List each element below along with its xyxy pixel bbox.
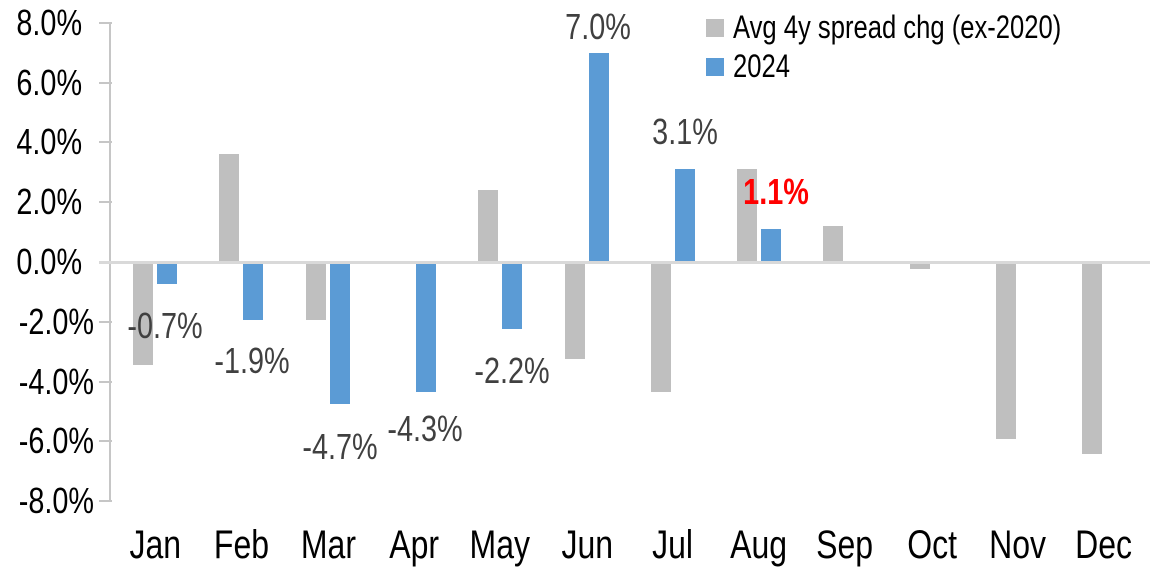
x-axis-label-nov: Nov — [963, 524, 1073, 566]
x-axis-label-feb: Feb — [186, 524, 296, 566]
x-axis-label-text: Aug — [730, 523, 788, 567]
y-axis-tick-text: -2.0% — [18, 301, 95, 342]
bar-dec-avg — [1082, 263, 1102, 454]
legend-swatch-2024-icon — [706, 57, 724, 76]
data-label-may: -2.2% — [474, 350, 550, 391]
y-axis-tick-text: 0.0% — [16, 241, 83, 282]
data-label-jun: 7.0% — [565, 6, 631, 47]
x-axis-label-text: Apr — [389, 523, 439, 567]
x-axis-label-text: Oct — [907, 523, 957, 567]
x-axis-label-text: Jul — [652, 523, 694, 567]
y-axis-tick-label: 0.0% — [0, 241, 83, 282]
x-axis-label-mar: Mar — [273, 524, 383, 566]
x-axis-label-aug: Aug — [704, 524, 814, 566]
bar-aug-2024 — [761, 229, 781, 262]
y-axis-tick-label: 6.0% — [0, 62, 83, 103]
y-axis-tick-text: -6.0% — [18, 420, 95, 461]
data-label-mar: -4.7% — [302, 426, 378, 467]
y-axis-tick-label: -4.0% — [0, 362, 94, 402]
bar-sep-avg — [823, 226, 843, 262]
x-axis-label-text: Mar — [300, 523, 356, 567]
bar-jun-2024 — [589, 53, 609, 262]
bar-jul-2024 — [675, 169, 695, 262]
legend-item-avg-4y-spread: Avg 4y spread chg (ex-2020) — [706, 8, 1143, 47]
data-label-jan: -0.7% — [127, 305, 203, 346]
x-axis-label-text: Nov — [989, 523, 1047, 567]
bar-may-avg — [478, 190, 498, 262]
x-axis-label-sep: Sep — [790, 524, 900, 566]
data-label-aug: 1.1% — [743, 171, 809, 212]
x-axis-line — [99, 261, 1150, 264]
legend-label-avg-4y-spread: Avg 4y spread chg (ex-2020) — [733, 9, 1062, 45]
x-axis-label-jul: Jul — [618, 524, 728, 566]
y-axis-tick-mark — [99, 500, 112, 502]
y-axis-tick-mark — [99, 321, 112, 323]
bar-feb-avg — [219, 154, 239, 262]
x-axis-label-text: Feb — [213, 523, 269, 567]
y-axis-tick-label: -8.0% — [0, 481, 94, 521]
bar-oct-avg — [910, 263, 930, 269]
y-axis-tick-mark — [99, 440, 112, 442]
bar-mar-avg — [306, 263, 326, 320]
y-axis-tick-text: 6.0% — [16, 62, 83, 103]
bar-jan-2024 — [157, 263, 177, 284]
x-axis-label-text: Jun — [561, 523, 613, 567]
y-axis-tick-mark — [99, 381, 112, 383]
bar-feb-2024 — [243, 263, 263, 320]
y-axis-tick-label: -2.0% — [0, 302, 94, 342]
x-axis-label-jan: Jan — [100, 524, 210, 566]
y-axis-tick-mark — [99, 201, 112, 203]
legend: Avg 4y spread chg (ex-2020) 2024 — [706, 8, 1143, 86]
legend-swatch-avg-icon — [706, 18, 724, 37]
x-axis-label-dec: Dec — [1049, 524, 1152, 566]
y-axis-tick-label: 2.0% — [0, 181, 83, 222]
y-axis-tick-mark — [99, 141, 112, 143]
data-label-feb: -1.9% — [214, 340, 290, 381]
bar-may-2024 — [502, 263, 522, 329]
data-label-jul: 3.1% — [652, 111, 718, 152]
bar-jul-avg — [651, 263, 671, 392]
x-axis-label-text: Dec — [1075, 523, 1133, 567]
data-label-apr: -4.3% — [387, 408, 463, 449]
bar-nov-avg — [996, 263, 1016, 439]
y-axis-tick-text: -4.0% — [18, 361, 95, 402]
y-axis-tick-text: 4.0% — [16, 121, 83, 162]
bar-apr-2024 — [416, 263, 436, 392]
y-axis-tick-text: -8.0% — [18, 480, 95, 521]
x-axis-label-apr: Apr — [359, 524, 469, 566]
bar-aug-avg — [737, 169, 757, 262]
legend-label-2024: 2024 — [733, 48, 790, 84]
bar-jun-avg — [565, 263, 585, 359]
y-axis-tick-text: 8.0% — [16, 2, 83, 43]
x-axis-label-may: May — [445, 524, 555, 566]
legend-item-2024: 2024 — [706, 47, 1143, 86]
x-axis-label-oct: Oct — [877, 524, 987, 566]
x-axis-label-text: Sep — [816, 523, 874, 567]
bar-jan-avg — [133, 263, 153, 365]
y-axis-tick-text: 2.0% — [16, 181, 83, 222]
y-axis-tick-label: 4.0% — [0, 121, 83, 162]
y-axis-tick-label: -6.0% — [0, 421, 94, 461]
x-axis-label-text: May — [469, 523, 531, 567]
y-axis-tick-label: 8.0% — [0, 2, 83, 43]
x-axis-label-text: Jan — [129, 523, 181, 567]
y-axis-tick-mark — [99, 22, 112, 24]
bar-mar-2024 — [330, 263, 350, 404]
x-axis-label-jun: Jun — [532, 524, 642, 566]
y-axis-tick-mark — [99, 82, 112, 84]
